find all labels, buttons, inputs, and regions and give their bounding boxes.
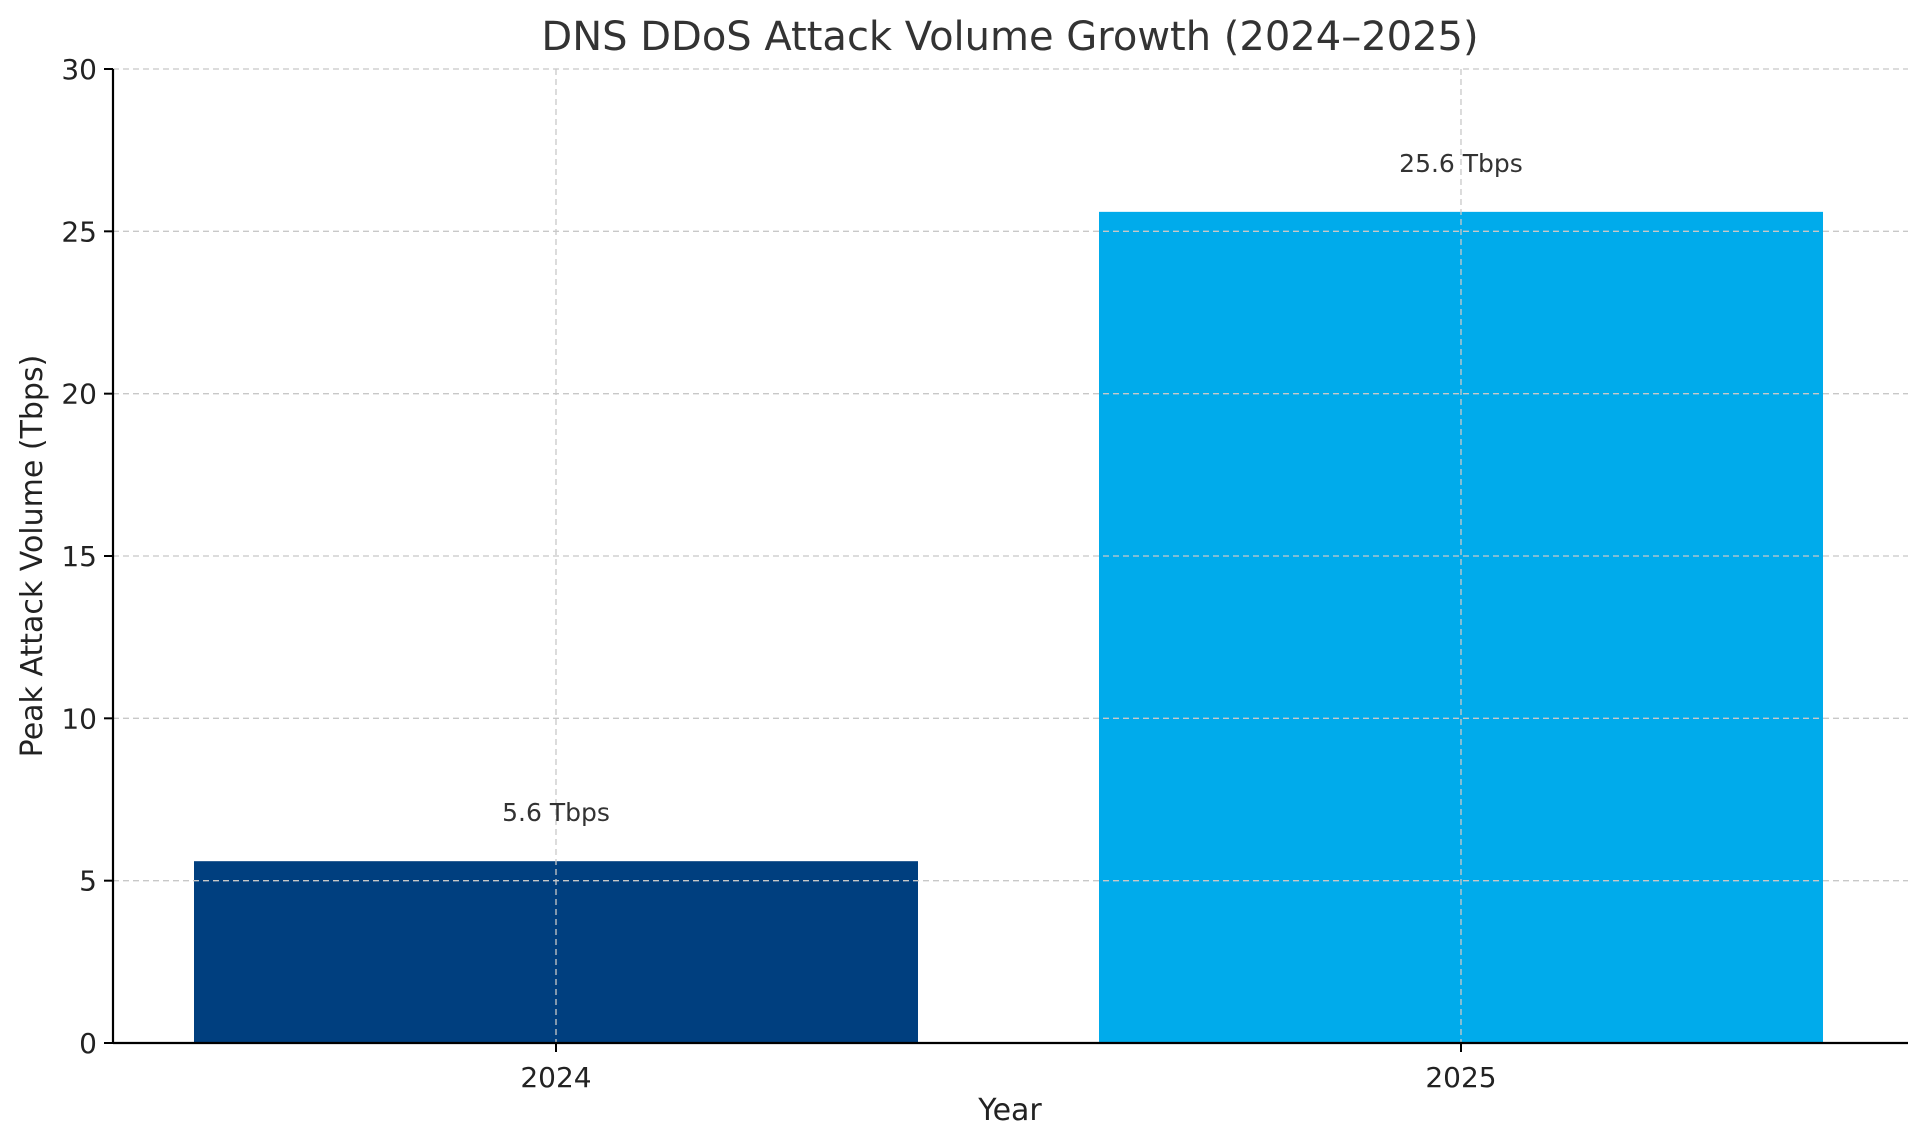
y-tick-label: 5: [79, 865, 97, 898]
bars-layer: [194, 211, 1823, 1043]
data-label-2025: 25.6 Tbps: [1399, 149, 1523, 178]
y-tick-label: 20: [61, 378, 97, 411]
x-tick-label: 2025: [1425, 1061, 1496, 1094]
y-axis-label: Peak Attack Volume (Tbps): [15, 355, 50, 758]
y-tick-label: 0: [79, 1027, 97, 1060]
data-labels-layer: 5.6 Tbps 25.6 Tbps: [502, 149, 1523, 827]
chart-title: DNS DDoS Attack Volume Growth (2024–2025…: [541, 14, 1478, 60]
y-tick-label: 15: [61, 540, 97, 573]
x-axis-label: Year: [977, 1093, 1042, 1128]
y-tick-label: 30: [61, 53, 97, 86]
y-tick-label: 10: [61, 702, 97, 735]
bar-2025: [1099, 211, 1823, 1043]
data-label-2024: 5.6 Tbps: [502, 798, 610, 827]
x-tick-label: 2024: [520, 1061, 591, 1094]
y-tick-label: 25: [61, 215, 97, 248]
grid-layer: [113, 68, 1908, 1043]
